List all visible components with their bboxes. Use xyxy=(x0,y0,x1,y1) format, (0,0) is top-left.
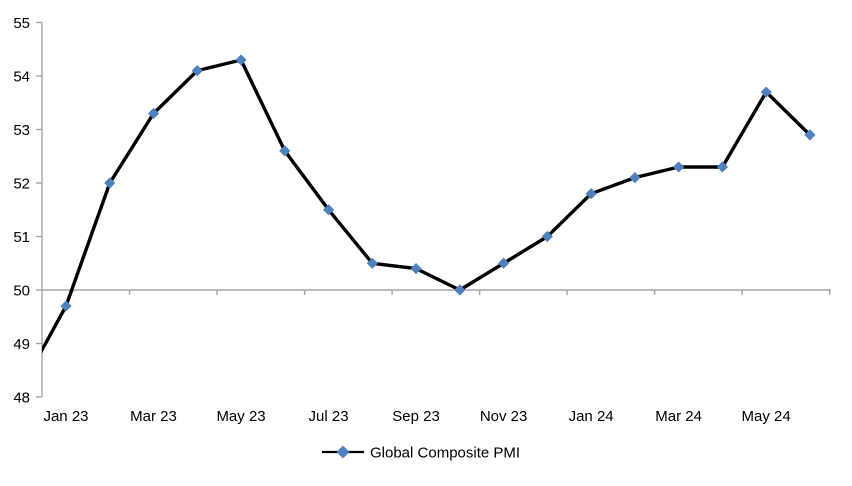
y-axis-tick-label: 53 xyxy=(13,122,30,139)
x-axis-tick-label: Sep 23 xyxy=(392,408,440,425)
x-axis-tick-label: Mar 24 xyxy=(655,408,702,425)
series-markers xyxy=(60,54,816,312)
data-point-marker xyxy=(104,177,116,189)
data-point-marker xyxy=(191,65,203,77)
pmi-series-line xyxy=(42,58,812,354)
y-axis-tick-label: 54 xyxy=(13,69,30,86)
x-axis-tick-label: May 24 xyxy=(742,408,791,425)
data-point-marker xyxy=(235,54,247,66)
x-axis-tick-label: Jan 24 xyxy=(569,408,614,425)
data-point-marker xyxy=(322,204,335,216)
data-point-marker xyxy=(279,145,291,157)
data-point-marker xyxy=(716,161,728,173)
data-point-marker xyxy=(804,129,816,141)
x-axis-tick-label: Jan 23 xyxy=(43,408,88,425)
data-point-marker xyxy=(454,284,466,296)
y-axis-tick-label: 51 xyxy=(13,229,30,246)
axes xyxy=(36,21,831,398)
data-point-marker xyxy=(585,188,597,200)
data-point-marker xyxy=(673,161,685,173)
y-axis-tick-label: 55 xyxy=(13,15,30,32)
legend: Global Composite PMI xyxy=(322,445,520,462)
data-point-marker xyxy=(498,257,510,269)
x-axis-tick-label: Jul 23 xyxy=(309,408,349,425)
axis-labels: 55 54 53 52 51 50 49 48 Jan 23 Mar 23 May 23 Jul 23… xyxy=(13,15,790,425)
y-axis-tick-label: 49 xyxy=(13,336,30,353)
data-point-marker xyxy=(541,230,553,243)
series-global-composite-pmi xyxy=(42,58,812,354)
data-point-marker xyxy=(410,263,422,275)
data-point-marker xyxy=(147,107,160,120)
x-axis-tick-label: Mar 23 xyxy=(130,408,177,425)
data-point-marker xyxy=(629,172,641,184)
legend-label: Global Composite PMI xyxy=(370,445,520,462)
data-point-marker xyxy=(760,86,772,98)
y-axis-tick-label: 50 xyxy=(13,283,30,300)
data-point-marker xyxy=(366,257,378,269)
x-axis-tick-label: Nov 23 xyxy=(480,408,528,425)
y-axis-tick-label: 52 xyxy=(13,176,30,193)
x-axis-tick-label: May 23 xyxy=(216,408,265,425)
y-axis-tick-label: 48 xyxy=(13,390,30,407)
data-point-marker xyxy=(60,300,72,312)
legend-diamond-marker-icon xyxy=(336,445,350,459)
